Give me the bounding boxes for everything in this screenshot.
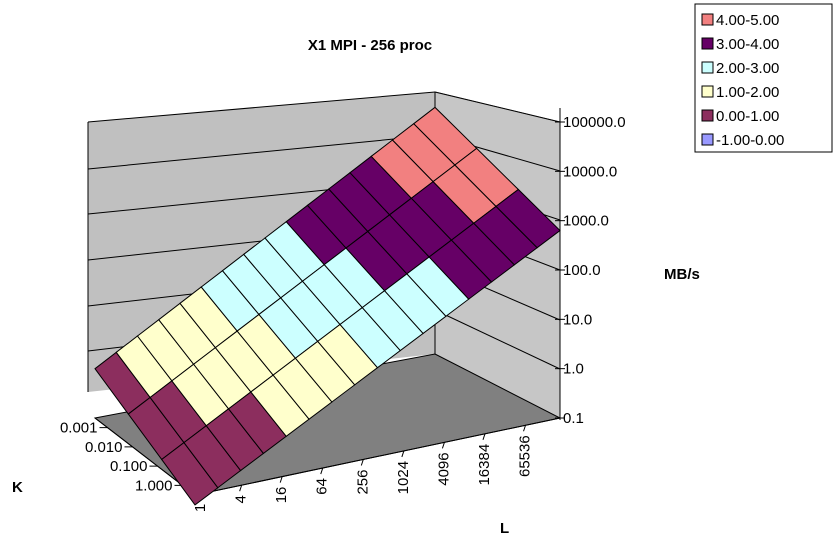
x-tick-label: 4096 bbox=[435, 452, 452, 485]
surface-mesh bbox=[94, 106, 561, 506]
y-tick-label: 1.000 bbox=[135, 477, 173, 494]
x-tick-label: 16 bbox=[273, 487, 290, 504]
x-tick-label: 65536 bbox=[517, 435, 534, 477]
legend-label: 0.00-1.00 bbox=[716, 108, 779, 125]
z-tick-label: 100.0 bbox=[563, 262, 601, 279]
x-tick-label: 1024 bbox=[395, 461, 412, 494]
x-tick-label: 16384 bbox=[476, 444, 493, 486]
y-axis-label: K bbox=[12, 479, 23, 496]
legend: 4.00-5.00 3.00-4.00 2.00-3.00 1.00-2.00 0.00… bbox=[694, 3, 833, 153]
x-tick-mark bbox=[523, 425, 527, 432]
z-tick-label: 1.0 bbox=[563, 361, 584, 378]
z-tick-label: 0.1 bbox=[563, 410, 584, 427]
y-tick-label: 0.010 bbox=[85, 439, 123, 456]
legend-swatch bbox=[701, 13, 714, 26]
z-tick-label: 100000.0 bbox=[563, 114, 626, 131]
legend-swatch bbox=[701, 61, 714, 74]
legend-label: 1.00-2.00 bbox=[716, 84, 779, 101]
chart-title: X1 MPI - 256 proc bbox=[308, 37, 432, 54]
z-axis-label: MB/s bbox=[664, 266, 700, 283]
x-axis-label: L bbox=[500, 520, 509, 537]
x-tick-mark bbox=[441, 442, 445, 449]
legend-swatch bbox=[701, 37, 714, 50]
legend-label: 2.00-3.00 bbox=[716, 60, 779, 77]
z-axis-ticks: 0.1 1.0 10.0 100.0 1000.0 10000.0 100000.0 bbox=[555, 114, 626, 427]
x-tick-label: 64 bbox=[314, 478, 331, 495]
y-axis-ticks: 0.001 0.010 0.100 1.000 bbox=[60, 420, 183, 494]
x-tick-mark bbox=[401, 450, 405, 458]
x-tick-label: 256 bbox=[354, 469, 371, 494]
surface-cell bbox=[495, 188, 561, 249]
legend-swatch bbox=[701, 109, 714, 122]
x-tick-label: 1 bbox=[192, 504, 209, 512]
x-tick-mark bbox=[482, 433, 486, 440]
x-tick-mark bbox=[360, 459, 364, 466]
z-tick-label: 1000.0 bbox=[563, 213, 609, 230]
legend-label: 3.00-4.00 bbox=[716, 36, 779, 53]
legend-label: 4.00-5.00 bbox=[716, 12, 779, 29]
z-tick-label: 10.0 bbox=[563, 311, 592, 328]
y-tick-label: 0.100 bbox=[110, 458, 148, 475]
x-tick-mark bbox=[320, 467, 324, 475]
legend-swatch bbox=[701, 133, 714, 146]
z-tick-label: 10000.0 bbox=[563, 163, 617, 180]
legend-label: -1.00-0.00 bbox=[716, 132, 784, 149]
x-axis-line bbox=[194, 417, 561, 496]
legend-box bbox=[694, 3, 833, 153]
legend-swatch bbox=[701, 85, 714, 98]
x-tick-mark bbox=[239, 485, 243, 492]
x-axis-ticks: 1 4 16 64 256 1024 4096 16384 65536 bbox=[192, 425, 534, 512]
x-tick-label: 4 bbox=[233, 495, 250, 503]
y-tick-label: 0.001 bbox=[60, 420, 98, 437]
x-tick-mark bbox=[279, 476, 283, 483]
